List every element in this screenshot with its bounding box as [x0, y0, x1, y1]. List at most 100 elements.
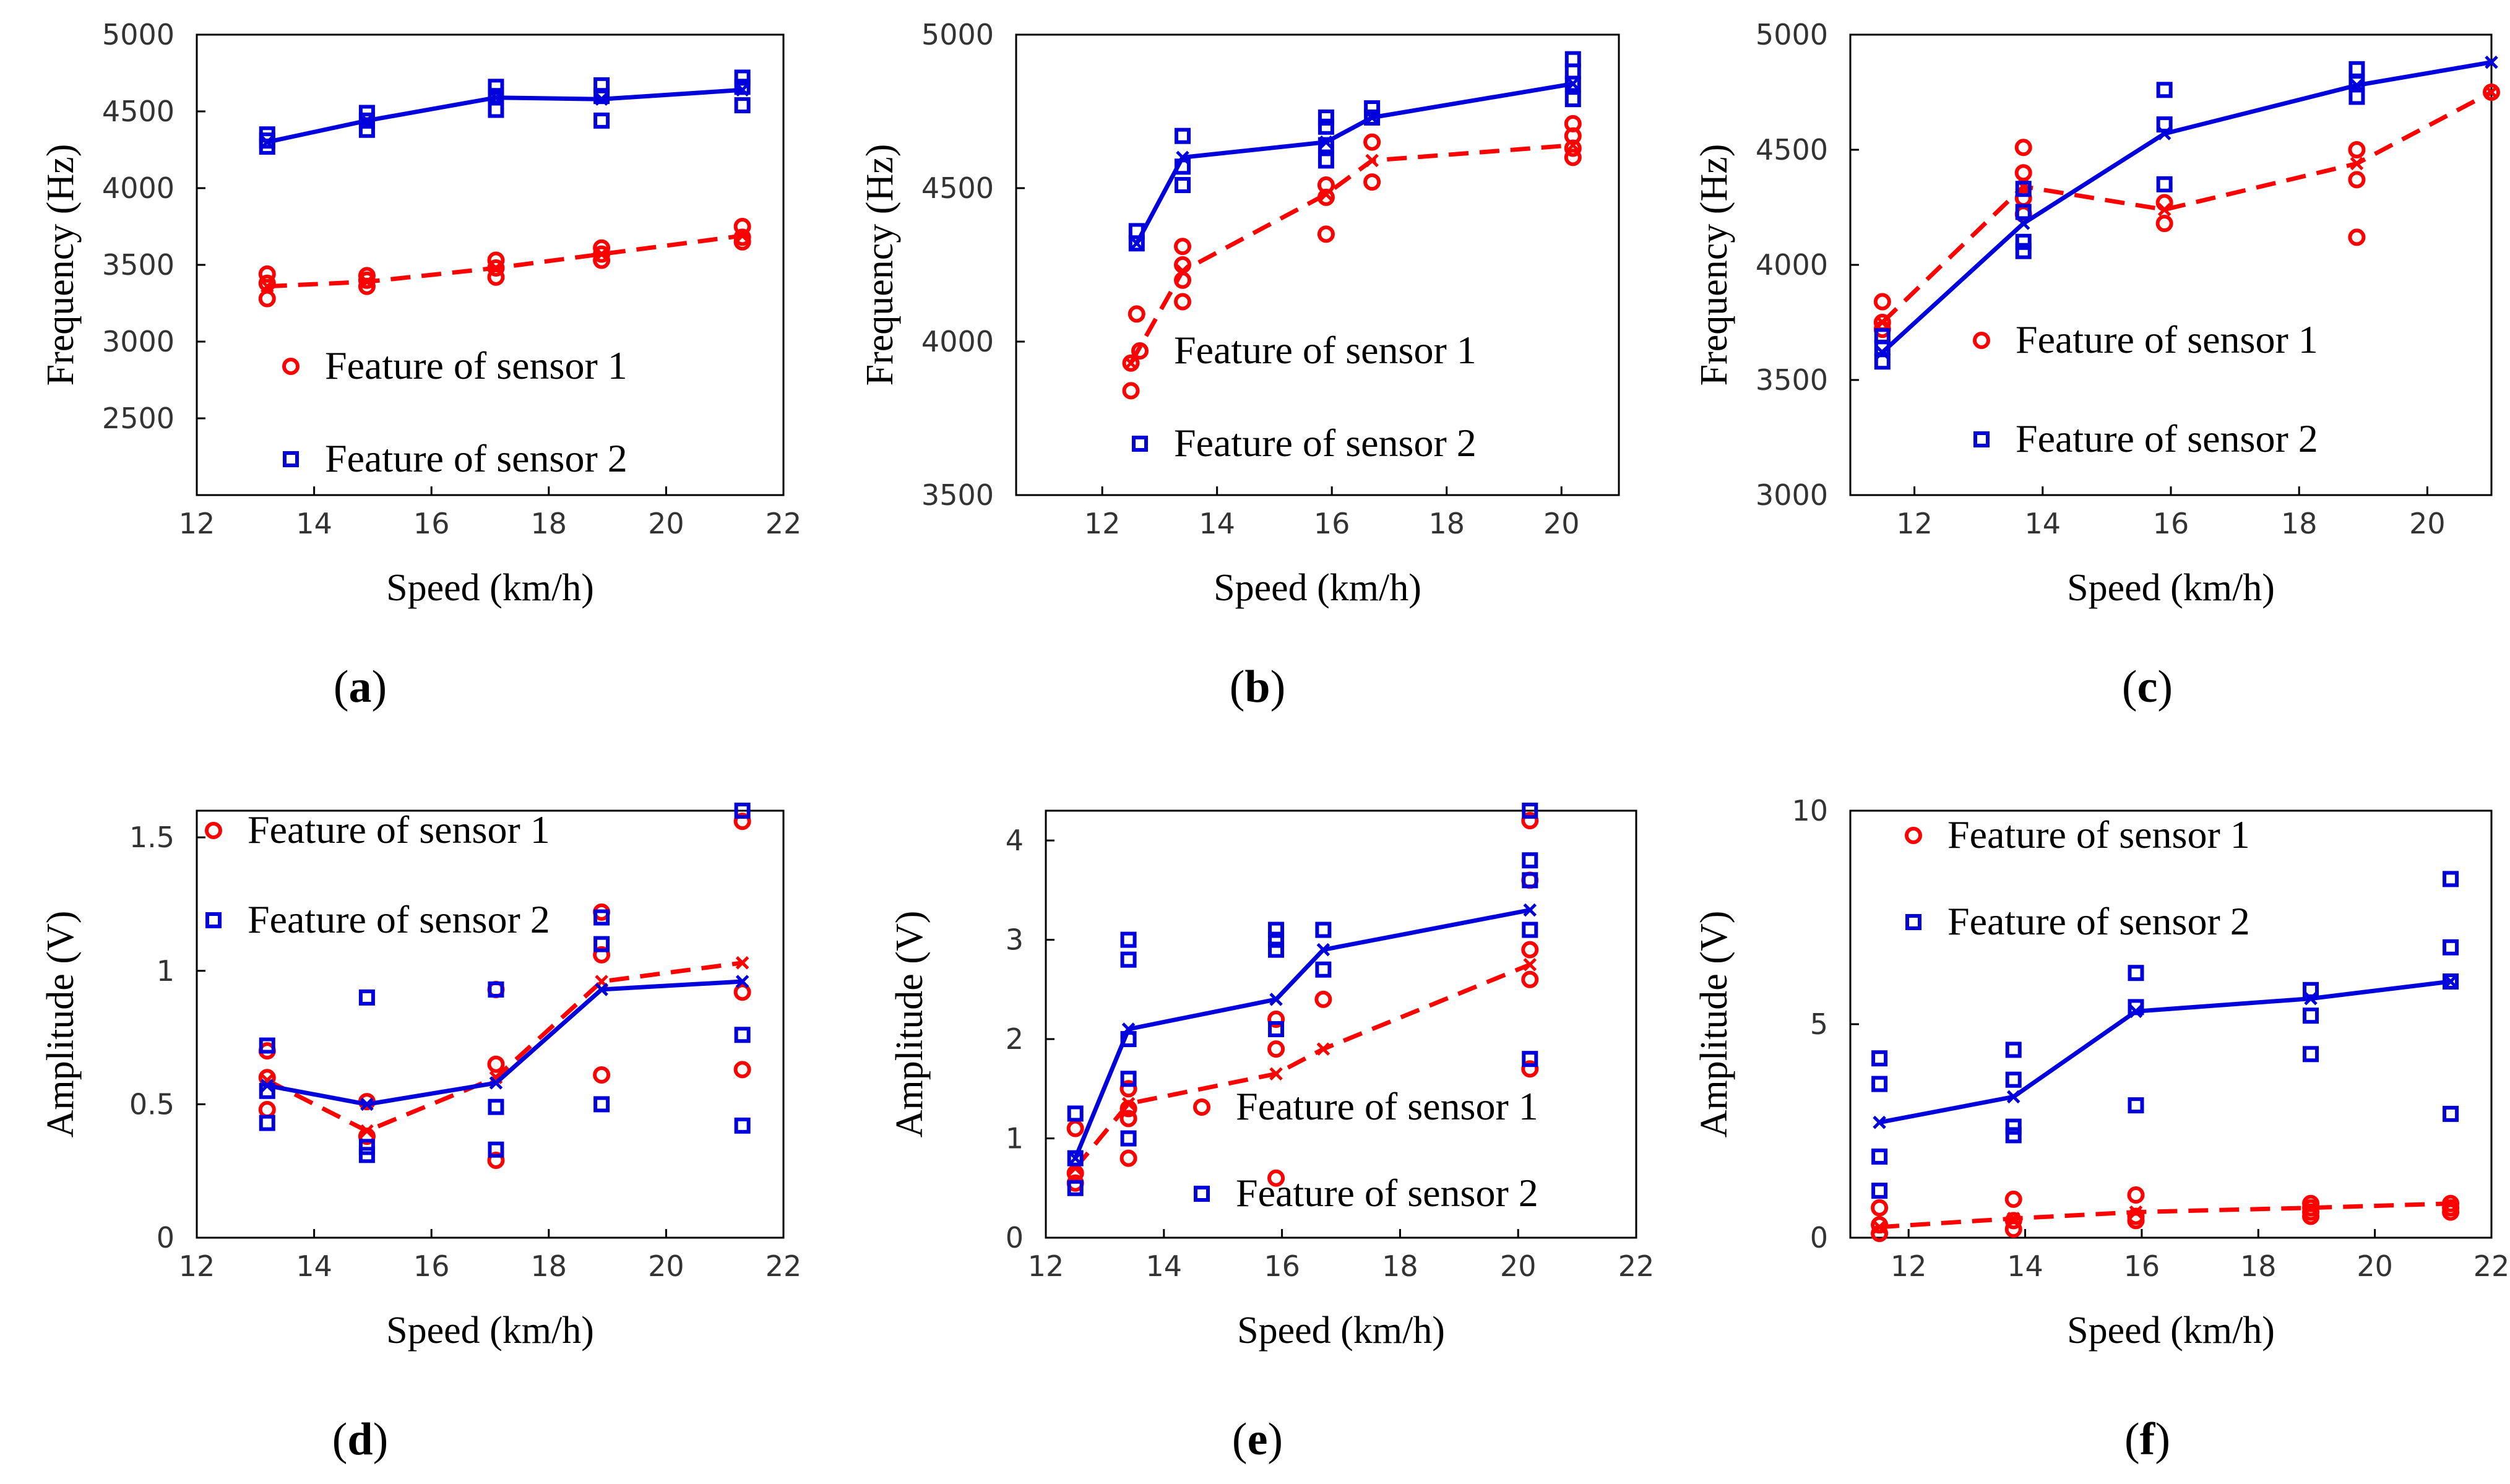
- x-tick-label: 16: [2124, 1249, 2160, 1283]
- sensor2-point: [1175, 158, 1191, 175]
- legend-sensor1-marker: [1131, 342, 1149, 360]
- sensor1-point: [358, 271, 376, 289]
- sensor1-point: [1521, 1060, 1539, 1078]
- sensor1-point: [1174, 293, 1192, 311]
- series-2: [259, 803, 751, 1163]
- panel-label: (e): [1232, 1414, 1283, 1465]
- sensor1-point: [2348, 228, 2366, 246]
- y-tick-label: 0.5: [129, 1087, 175, 1121]
- y-tick-label: 4000: [1756, 248, 1828, 282]
- y-tick-label: 0: [1810, 1221, 1828, 1254]
- sensor1-point: [2155, 215, 2173, 233]
- x-tick-label: 16: [413, 1249, 450, 1283]
- sensor2-point: [488, 981, 504, 998]
- series-1: [1873, 84, 2500, 339]
- panel-label-open: (: [2122, 662, 2137, 712]
- sensor2-mean-line: [267, 87, 743, 145]
- sensor1-point: [733, 1061, 751, 1079]
- sensor1-point: [2004, 1212, 2022, 1230]
- sensor1-point: [2004, 1220, 2022, 1238]
- panel-b: 12 14 16 18 20 3500 4000 4500 5000 Speed (km/h) Fr…: [859, 18, 1620, 712]
- sensor2-point: [1871, 1148, 1888, 1165]
- sensor2-point: [1364, 109, 1381, 126]
- sensor2-point: [2303, 981, 2319, 998]
- y-tick-label: 4: [1006, 824, 1024, 857]
- series-1: [258, 218, 751, 308]
- legend: Feature of sensor 1 Feature of sensor 2: [282, 343, 628, 480]
- sensor1-point: [1267, 1169, 1285, 1187]
- panel-label-open: (: [1230, 662, 1245, 712]
- sensor2-point: [2128, 999, 2144, 1016]
- sensor2-point: [2156, 176, 2173, 192]
- panel-label-close: ): [2155, 1414, 2170, 1465]
- sensor2-point: [2128, 1097, 2144, 1114]
- y-tick-label: 2500: [102, 402, 175, 435]
- panel-label-letter: f: [2140, 1414, 2156, 1465]
- sensor1-point: [2014, 164, 2032, 182]
- sensor1-point: [2442, 1203, 2460, 1221]
- x-tick-label: 14: [296, 1249, 332, 1283]
- legend-sensor1-label: Feature of sensor 1: [1236, 1084, 1538, 1128]
- x-tick-label: 14: [2025, 507, 2061, 540]
- sensor2-point: [593, 936, 610, 952]
- legend-sensor1-label: Feature of sensor 1: [248, 808, 550, 852]
- panel-label: (a): [334, 662, 387, 712]
- sensor1-point: [487, 1151, 505, 1169]
- x-tick-label: 18: [531, 1249, 567, 1283]
- sensor1-point: [1564, 114, 1582, 132]
- y-tick-label: 10: [1792, 794, 1828, 827]
- sensor1-point: [1267, 1040, 1285, 1058]
- legend-sensor2-label: Feature of sensor 2: [248, 897, 550, 941]
- y-tick-label: 4500: [921, 171, 994, 205]
- y-tick-label: 4500: [102, 95, 175, 128]
- panel-label-open: (: [334, 662, 349, 712]
- y-tick-label: 1: [157, 954, 175, 988]
- sensor1-point: [2348, 171, 2366, 189]
- sensor1-point: [1128, 305, 1145, 323]
- legend-sensor2-label: Feature of sensor 2: [2016, 416, 2318, 460]
- sensor2-point: [1522, 872, 1538, 889]
- x-tick-label: 22: [766, 507, 802, 540]
- x-axis-title: Speed (km/h): [386, 1309, 594, 1352]
- sensor1-mean-point: [735, 956, 749, 970]
- sensor2-point: [1318, 152, 1334, 169]
- sensor1-point: [1564, 149, 1582, 166]
- y-axis-title: Frequency (Hz): [40, 144, 82, 386]
- legend-sensor1-marker: [282, 358, 300, 375]
- sensor1-point: [593, 251, 611, 269]
- legend-sensor1-marker: [1905, 827, 1922, 844]
- sensor2-point: [2015, 181, 2032, 197]
- panel-label-letter: c: [2137, 662, 2158, 712]
- sensor2-point: [2443, 939, 2459, 956]
- sensor2-point: [488, 101, 504, 118]
- sensor2-mean-line: [1881, 60, 2492, 354]
- legend-sensor2-marker: [1973, 431, 1990, 447]
- sensor2-point: [488, 1098, 504, 1115]
- legend-sensor2-label: Feature of sensor 2: [1947, 899, 2250, 943]
- y-tick-label: 0: [157, 1221, 175, 1254]
- x-axis-title: Speed (km/h): [1214, 567, 1421, 609]
- x-tick-label: 16: [413, 507, 450, 540]
- x-tick-label: 12: [1896, 507, 1933, 540]
- sensor2-point: [2005, 1042, 2022, 1058]
- sensor1-point: [1871, 1216, 1889, 1234]
- sensor1-point: [733, 233, 751, 251]
- sensor2-point: [2156, 116, 2173, 133]
- panel-label-close: ): [1267, 1414, 1283, 1465]
- sensor1-point: [1314, 990, 1332, 1008]
- sensor2-point: [259, 1082, 275, 1099]
- sensor1-point: [1873, 293, 1891, 311]
- x-tick-label: 22: [766, 1249, 802, 1283]
- sensor1-point: [258, 265, 276, 283]
- series-1: [1871, 1186, 2460, 1243]
- sensor2-point: [1120, 951, 1137, 968]
- panel-label-open: (: [2124, 1414, 2140, 1465]
- panel-label-open: (: [1232, 1414, 1248, 1465]
- legend: Feature of sensor 1 Feature of sensor 2: [205, 808, 550, 941]
- legend-sensor2-marker: [205, 912, 222, 928]
- y-tick-label: 5000: [102, 18, 175, 51]
- sensor2-point: [488, 1141, 504, 1158]
- legend-sensor1-label: Feature of sensor 1: [325, 343, 628, 387]
- y-axis-title: Amplitude (V): [40, 911, 82, 1138]
